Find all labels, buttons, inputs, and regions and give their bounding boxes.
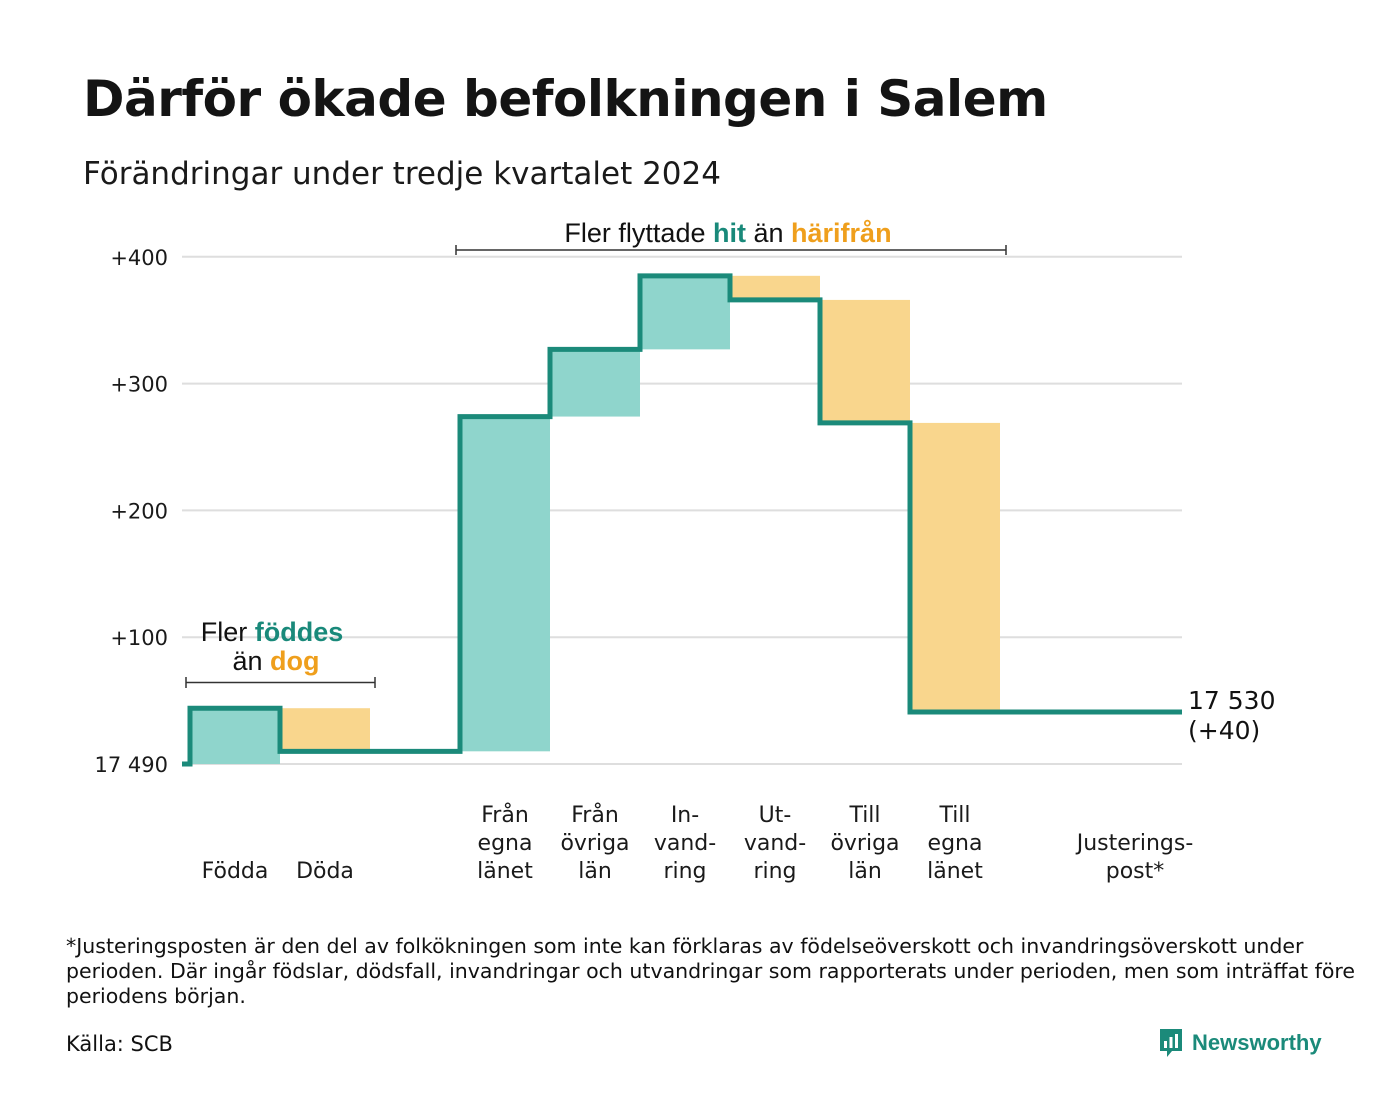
category-label: egna <box>478 831 533 856</box>
category-label: ring <box>753 859 796 884</box>
chart-subtitle: Förändringar under tredje kvartalet 2024 <box>83 156 721 192</box>
end-value-label: 17 530 <box>1188 686 1275 715</box>
category-label: länet <box>477 859 533 884</box>
category-label: länet <box>927 859 983 884</box>
category-label: vand- <box>654 831 716 856</box>
category-label: Från <box>571 802 619 828</box>
category-label: Födda <box>202 859 269 884</box>
category-label: post* <box>1106 859 1165 884</box>
migration-bracket <box>455 245 1007 255</box>
category-label: övriga <box>830 831 899 856</box>
births-annotation: Fler föddes än dog <box>185 617 376 688</box>
category-label: vand- <box>744 831 806 856</box>
category-label: övriga <box>560 831 629 856</box>
category-label: egna <box>928 831 983 856</box>
source-label: Källa: SCB <box>66 1032 173 1056</box>
y-tick-label: +400 <box>110 246 168 270</box>
brand-name: Newsworthy <box>1192 1030 1322 1055</box>
population-step-line <box>182 273 1182 767</box>
category-label: In- <box>671 803 699 828</box>
y-tick-label: 17 490 <box>95 753 168 777</box>
increase-bar <box>190 708 280 764</box>
y-tick-label: +300 <box>110 373 168 397</box>
births-annotation-line2: än dog <box>232 646 319 676</box>
bars <box>190 275 1000 764</box>
category-label: län <box>578 859 612 884</box>
decrease-bar <box>730 275 820 300</box>
category-label: Till <box>938 803 970 828</box>
grid-lines <box>182 255 1182 765</box>
decrease-bar <box>280 708 370 752</box>
category-label: Ut- <box>759 803 792 828</box>
category-label: Till <box>848 803 880 828</box>
y-tick-label: +100 <box>110 626 168 650</box>
increase-bar <box>460 416 550 752</box>
end-change-label: (+40) <box>1188 716 1260 745</box>
y-tick-label: +200 <box>110 499 168 523</box>
increase-bar <box>640 275 730 350</box>
category-label: ring <box>663 859 706 884</box>
chart-title: Därför ökade befolkningen i Salem <box>83 70 1048 128</box>
decrease-bar <box>820 299 910 423</box>
step-line <box>182 273 1182 767</box>
category-label: Justerings- <box>1075 831 1194 856</box>
births-annotation-line1: Fler föddes <box>201 617 344 647</box>
waterfall-chart: 17 490 +100 +200 +300 +400 Födda Döda Från egna… <box>95 218 1276 884</box>
category-label: Döda <box>296 859 354 884</box>
category-label: län <box>848 859 882 884</box>
footnote: *Justeringsposten är den del av folkökni… <box>66 934 1355 1008</box>
category-label: Från <box>481 802 529 828</box>
decrease-bar <box>910 422 1000 713</box>
bar-chart-logo-icon <box>1160 1029 1182 1057</box>
brand-logo: Newsworthy <box>1158 1027 1322 1059</box>
category-labels: Födda Döda Från egna länet Från övriga län In-va… <box>202 802 1194 884</box>
y-tick-labels: 17 490 +100 +200 +300 +400 <box>95 246 168 777</box>
births-bracket <box>185 677 376 688</box>
increase-bar <box>550 349 640 417</box>
migration-annotation-text: Fler flyttade hit än härifrån <box>564 218 891 248</box>
migration-annotation: Fler flyttade hit än härifrån <box>455 218 1007 255</box>
